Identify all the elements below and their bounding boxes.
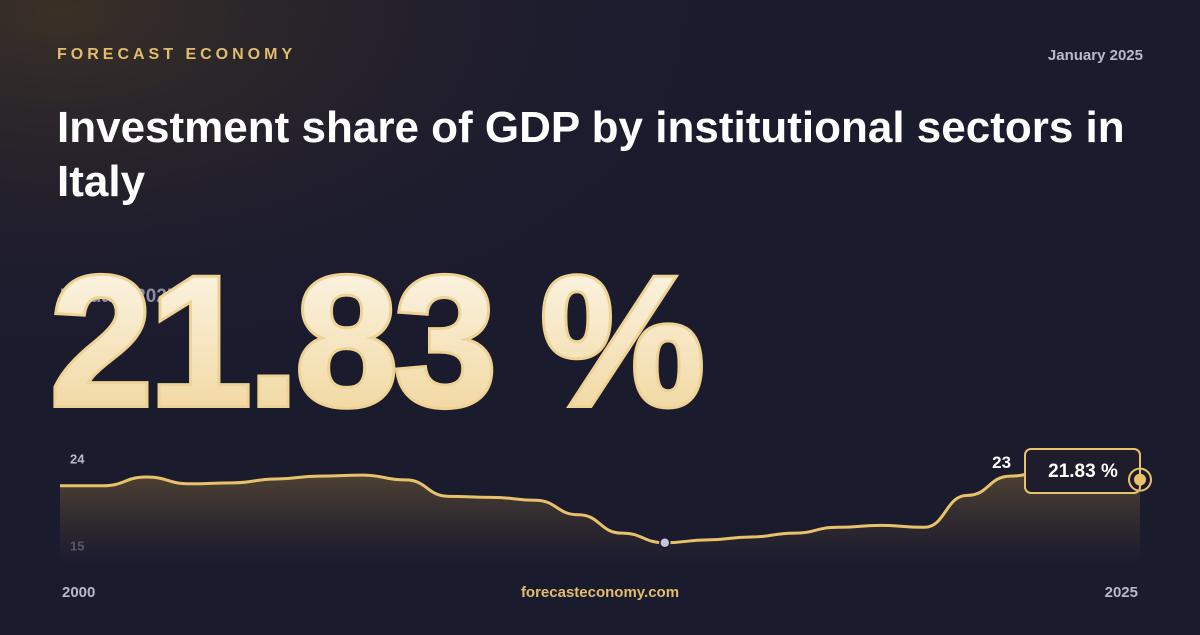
end-point-ring (1128, 467, 1152, 492)
value-callout (1024, 448, 1141, 494)
value-label: 21.83 % (1048, 461, 1118, 482)
y-tick-label: 24 (70, 452, 85, 467)
chart-title: Investment share of GDP by institutional… (57, 103, 1125, 206)
date: January 2025 (1048, 47, 1143, 64)
area-fill (60, 468, 1140, 565)
x-tick-label: 2000 (62, 584, 95, 601)
min-point (659, 537, 671, 549)
value-label: 23 (992, 453, 1011, 472)
date-ghost: January 2025 (57, 286, 178, 307)
headline-value: 21.83 % (50, 239, 701, 445)
x-tick-label: 2025 (1105, 584, 1138, 601)
line (59, 466, 1141, 545)
source: forecasteconomy.com (521, 584, 679, 601)
end-point (1134, 473, 1146, 486)
brand: FORECAST ECONOMY (57, 46, 296, 63)
